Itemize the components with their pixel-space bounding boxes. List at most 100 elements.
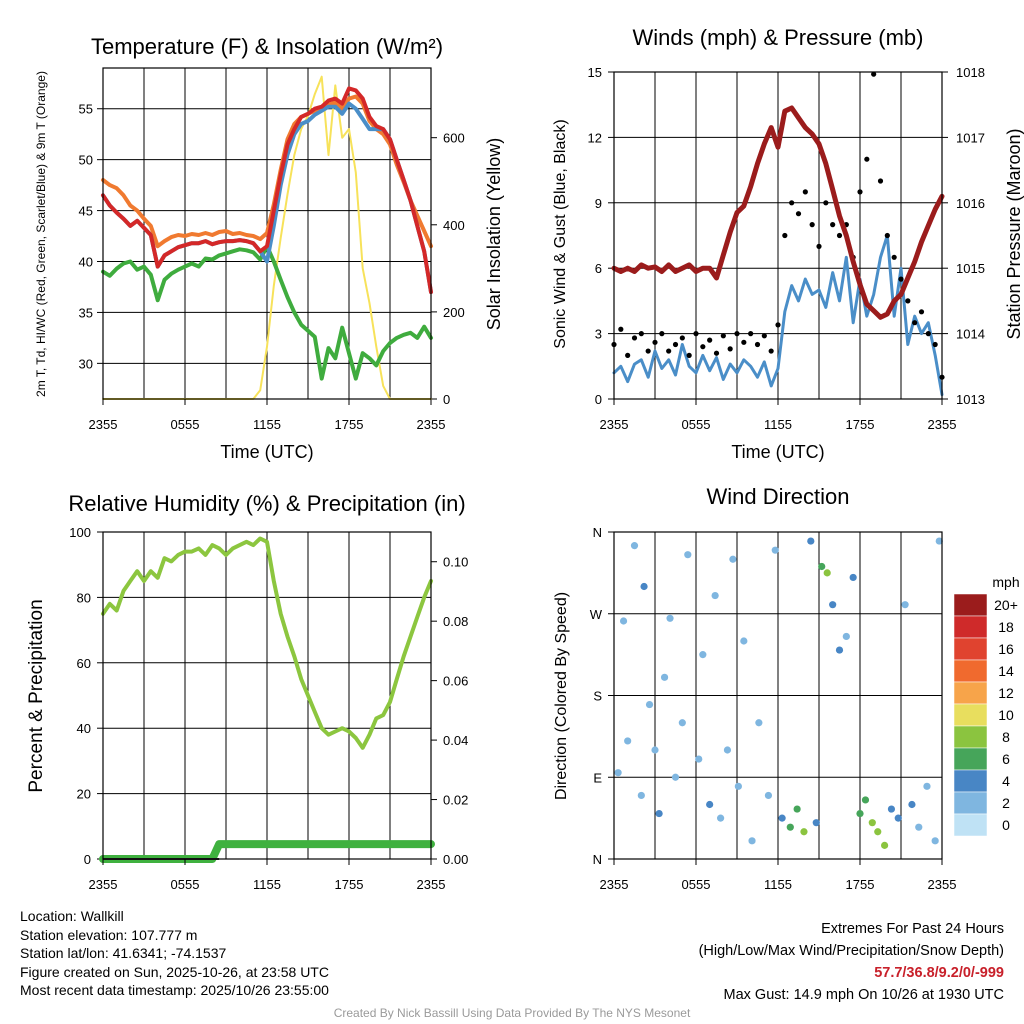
y-tick-label: N	[593, 852, 602, 867]
y-tick-label: 30	[79, 356, 93, 371]
gust-point	[727, 346, 733, 352]
direction-point	[655, 809, 663, 818]
direction-point	[614, 769, 622, 777]
gust-point	[713, 350, 720, 356]
series-line-pressure	[611, 105, 945, 320]
direction-point	[908, 800, 916, 809]
chart-title: Temperature (F) & Insolation (W/m²)	[91, 34, 443, 59]
y-tick-label: 3	[595, 327, 602, 342]
y-tick-label: 50	[79, 153, 93, 168]
colorbar-swatch	[953, 637, 988, 661]
station-info: Location: Wallkill Station elevation: 10…	[20, 907, 329, 1000]
gust-point	[816, 243, 822, 249]
direction-point	[829, 601, 837, 609]
direction-point	[800, 828, 808, 836]
direction-point	[812, 819, 820, 827]
gust-point	[877, 178, 884, 184]
y-tick-label: 20	[77, 787, 91, 802]
direction-point	[711, 591, 719, 600]
colorbar-label: 16	[998, 641, 1014, 657]
gust-point	[823, 200, 829, 206]
direction-point	[856, 809, 864, 818]
y2-tick-label: 1013	[956, 392, 985, 407]
direction-point	[793, 805, 801, 813]
gust-point	[912, 320, 918, 326]
x-axis-label: Time (UTC)	[220, 442, 313, 462]
direction-point	[755, 719, 763, 727]
direction-point	[861, 796, 870, 804]
y2-tick-label: 1018	[956, 65, 985, 80]
x-tick-label: 2355	[928, 877, 957, 892]
direction-point	[874, 828, 882, 836]
gust-point	[857, 189, 863, 195]
y2-tick-label: 1014	[956, 327, 985, 342]
y-axis-label: Percent & Precipitation	[26, 599, 47, 792]
direction-point	[835, 646, 844, 654]
gust-point	[645, 348, 651, 354]
y-axis-label: Sonic Wind & Gust (Blue, Black)	[552, 119, 569, 348]
y-tick-label: 40	[79, 255, 93, 270]
direction-point	[901, 601, 909, 609]
gust-point	[720, 333, 726, 339]
direction-point	[637, 791, 645, 800]
y-tick-label: S	[593, 689, 602, 704]
direction-point	[706, 800, 714, 809]
gust-point	[871, 71, 877, 77]
y-tick-label: 60	[77, 656, 91, 671]
y2-tick-label: 400	[443, 218, 465, 233]
direction-point	[684, 551, 692, 559]
gust-point	[638, 331, 644, 337]
direction-point	[842, 632, 850, 641]
gust-point	[631, 335, 638, 341]
x-tick-label: 1155	[764, 877, 792, 892]
x-tick-label: 1755	[846, 417, 875, 432]
direction-point	[786, 823, 794, 831]
direction-point	[778, 814, 786, 822]
direction-point	[671, 773, 680, 781]
gust-point	[707, 337, 713, 343]
colorbar-swatch	[953, 769, 988, 793]
gust-point	[925, 331, 931, 337]
direction-point	[695, 755, 703, 763]
direction-point	[660, 673, 669, 681]
gust-point	[652, 339, 658, 345]
colorbar-swatch	[953, 813, 988, 837]
gust-point	[891, 254, 897, 260]
y2-tick-label: 1016	[956, 196, 985, 211]
panel-2	[654, 72, 902, 399]
gust-point	[932, 341, 938, 348]
gust-point	[802, 189, 808, 195]
gust-point	[666, 348, 672, 354]
y-tick-label: 6	[595, 261, 602, 276]
y2-tick-label: 0.02	[443, 793, 468, 808]
colorbar-label: 14	[998, 663, 1014, 679]
y-axis-label: 2m T, Td, HI/WC (Red, Green, Scarlet/Blu…	[34, 71, 48, 397]
gust-point	[864, 156, 870, 162]
y-tick-label: 55	[79, 102, 93, 117]
direction-point	[729, 555, 737, 563]
direction-point	[935, 537, 943, 545]
gust-point	[789, 200, 795, 206]
y2-tick-label: 200	[443, 305, 465, 320]
y2-tick-label: 1017	[956, 130, 985, 145]
direction-point	[849, 573, 857, 582]
gust-point	[625, 352, 631, 358]
direction-point	[666, 614, 674, 622]
x-tick-label: 1755	[846, 877, 875, 892]
y-tick-label: 12	[588, 130, 602, 145]
colorbar-label: 20+	[994, 597, 1018, 613]
y2-tick-label: 0.08	[443, 614, 468, 629]
direction-point	[868, 819, 876, 827]
y-tick-label: 100	[69, 525, 91, 540]
recent-timestamp: Most recent data timestamp: 2025/10/26 2…	[20, 982, 329, 998]
direction-point	[734, 782, 742, 790]
gust-point	[761, 333, 767, 339]
gust-point	[754, 341, 761, 348]
gust-point	[741, 339, 747, 345]
gust-point	[809, 222, 815, 228]
y2-axis-label: Station Pressure (Maroon)	[1004, 128, 1024, 339]
gust-point	[693, 331, 699, 337]
x-tick-label: 2355	[417, 877, 446, 892]
y-tick-label: 15	[588, 65, 602, 80]
